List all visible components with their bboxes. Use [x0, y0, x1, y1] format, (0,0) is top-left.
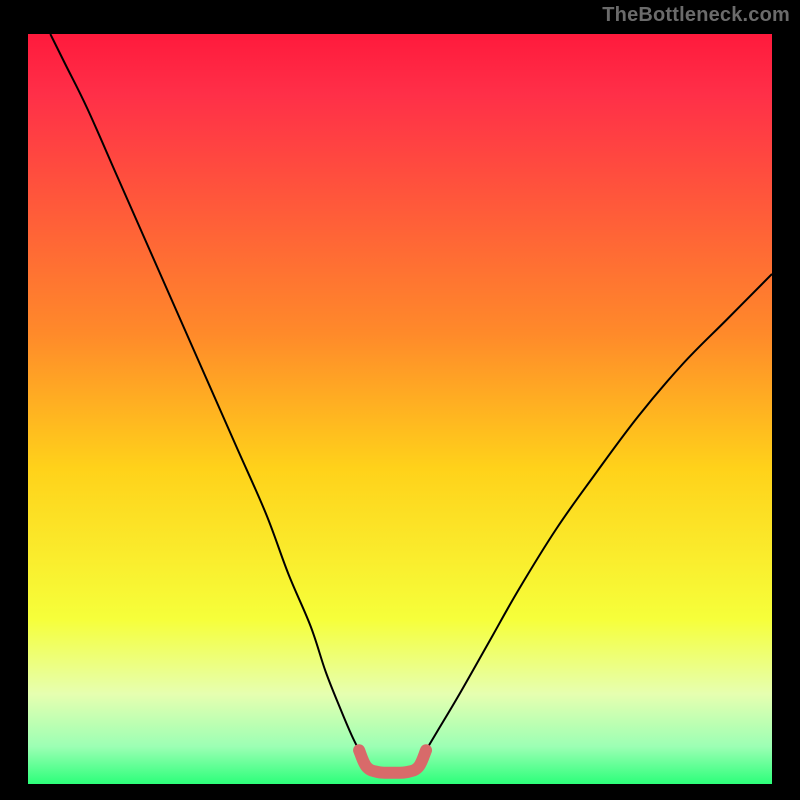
left-curve: [50, 34, 359, 750]
chart-frame: TheBottleneck.com: [0, 0, 800, 800]
watermark-text: TheBottleneck.com: [602, 4, 790, 27]
right-curve: [426, 274, 772, 750]
curve-layer: [28, 34, 772, 784]
valley-marker: [359, 750, 426, 773]
plot-area: [28, 34, 772, 784]
